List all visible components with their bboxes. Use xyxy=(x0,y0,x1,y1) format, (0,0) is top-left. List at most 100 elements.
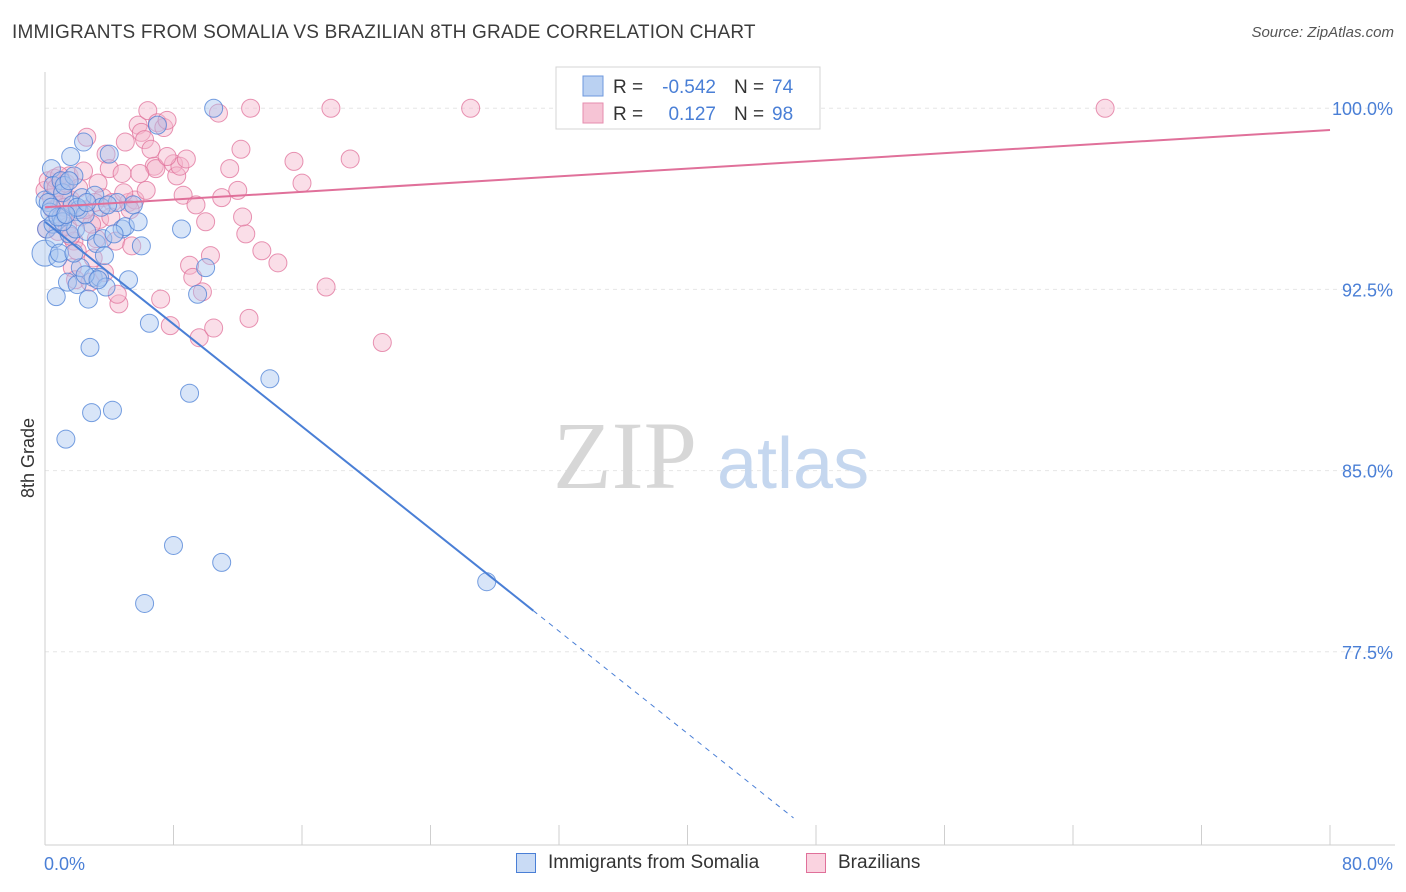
series-brazilians xyxy=(35,98,1115,353)
y-tick-label-2: 85.0% xyxy=(1342,462,1393,482)
brazilian-point-48 xyxy=(160,316,180,336)
legend-r-label-blue: R = xyxy=(613,77,643,98)
brazilian-point-47 xyxy=(157,110,177,130)
somalia-point-49 xyxy=(135,593,155,613)
bottom-legend-item-brazilians[interactable]: Brazilians xyxy=(806,852,920,874)
brazilian-point-68 xyxy=(252,241,272,261)
brazilian-point-73 xyxy=(321,98,341,118)
somalia-point-19 xyxy=(61,147,81,167)
brazilian-point-71 xyxy=(292,173,312,193)
bottom-legend-label-brazilians: Brazilians xyxy=(838,852,921,873)
brazilian-point-92 xyxy=(200,246,220,266)
brazilian-point-94 xyxy=(233,207,253,227)
brazilian-point-62 xyxy=(220,159,240,179)
somalia-point-50 xyxy=(139,313,159,333)
somalia-point-65 xyxy=(48,207,68,227)
somalia-point-1 xyxy=(35,190,55,210)
brazilian-point-33 xyxy=(112,163,132,183)
somalia-point-63 xyxy=(88,270,108,290)
legend-r-value-blue: -0.542 xyxy=(662,77,716,98)
brazilian-point-34 xyxy=(115,132,135,152)
legend-swatch-blue xyxy=(582,75,604,97)
somalia-point-58 xyxy=(212,552,232,572)
watermark-atlas: atlas xyxy=(717,424,869,504)
brazilian-point-25 xyxy=(86,229,106,249)
somalia-point-16 xyxy=(56,429,76,449)
somalia-point-33 xyxy=(83,267,103,287)
y-tick-label-0: 100.0% xyxy=(1332,99,1393,119)
brazilian-point-45 xyxy=(151,289,171,309)
trend-line-brazilians xyxy=(44,128,1331,209)
brazilian-point-57 xyxy=(192,282,212,302)
somalia-point-45 xyxy=(115,217,135,237)
somalia-point-39 xyxy=(94,246,114,266)
brazilian-point-29 xyxy=(99,159,119,179)
somalia-point-73 xyxy=(56,205,76,225)
watermark-zip: ZIP xyxy=(553,402,697,509)
legend-n-value-pink: 98 xyxy=(772,104,793,125)
somalia-point-60 xyxy=(477,572,497,592)
somalia-point-54 xyxy=(180,383,200,403)
brazilian-point-40 xyxy=(135,130,155,150)
somalia-point-31 xyxy=(80,337,100,357)
brazilian-point-80 xyxy=(88,173,108,193)
brazilian-point-70 xyxy=(284,151,304,171)
somalia-point-55 xyxy=(188,284,208,304)
brazilian-point-77 xyxy=(1095,98,1115,118)
somalia-point-67 xyxy=(104,224,124,244)
brazilian-point-32 xyxy=(109,294,129,314)
somalia-point-47 xyxy=(123,195,143,215)
somalia-point-42 xyxy=(102,400,122,420)
x-ticks xyxy=(44,825,1331,845)
somalia-point-66 xyxy=(67,197,87,217)
brazilian-point-65 xyxy=(236,224,256,244)
legend-r-label-pink: R = xyxy=(613,104,643,125)
brazilian-point-64 xyxy=(231,139,251,159)
brazilian-point-51 xyxy=(170,156,190,176)
brazilian-point-69 xyxy=(268,253,288,273)
bottom-legend-swatch-blue xyxy=(516,853,536,873)
somalia-point-53 xyxy=(172,219,192,239)
brazilian-point-58 xyxy=(196,212,216,232)
legend-n-label-pink: N = xyxy=(734,104,764,125)
brazilian-point-95 xyxy=(107,284,127,304)
y-tick-labels: 100.0% 92.5% 85.0% 77.5% xyxy=(1332,99,1393,663)
brazilian-point-55 xyxy=(186,195,206,215)
somalia-point-27 xyxy=(74,132,94,152)
bottom-legend-swatch-pink xyxy=(806,853,826,873)
brazilian-point-42 xyxy=(141,139,161,159)
somalia-point-30 xyxy=(78,289,98,309)
somalia-point-9 xyxy=(46,287,66,307)
trend-line-somalia xyxy=(44,220,534,612)
somalia-point-57 xyxy=(204,98,224,118)
legend-r-value-pink: 0.127 xyxy=(668,104,716,125)
trend-lines xyxy=(44,128,1331,819)
somalia-point-70 xyxy=(64,243,84,263)
bottom-legend-item-somalia[interactable]: Immigrants from Somalia xyxy=(516,852,759,874)
trend-line-somalia-extension xyxy=(532,610,794,819)
brazilian-point-75 xyxy=(372,333,392,353)
brazilian-point-76 xyxy=(461,98,481,118)
somalia-point-46 xyxy=(119,270,139,290)
brazilian-point-72 xyxy=(316,277,336,297)
legend-n-label-blue: N = xyxy=(734,77,764,98)
brazilian-point-36 xyxy=(122,236,142,256)
legend-box: R = -0.542 N = 74 R = 0.127 N = 98 xyxy=(555,66,821,130)
somalia-point-51 xyxy=(147,115,167,135)
somalia-point-72 xyxy=(77,192,97,212)
somalia-point-11 xyxy=(49,243,69,263)
somalia-point-64 xyxy=(59,171,79,191)
brazilian-point-59 xyxy=(204,318,224,338)
brazilian-point-89 xyxy=(176,149,196,169)
somalia-point-40 xyxy=(96,277,116,297)
legend-n-value-blue: 74 xyxy=(772,77,794,98)
y-tick-label-3: 77.5% xyxy=(1342,643,1393,663)
brazilian-point-88 xyxy=(136,180,156,200)
source-label: Source: ZipAtlas.com xyxy=(1251,24,1394,41)
y-axis-label: 8th Grade xyxy=(18,418,38,498)
somalia-point-59 xyxy=(260,369,280,389)
brazilian-point-93 xyxy=(130,163,150,183)
somalia-point-41 xyxy=(99,144,119,164)
bottom-legend-label-somalia: Immigrants from Somalia xyxy=(548,852,760,873)
